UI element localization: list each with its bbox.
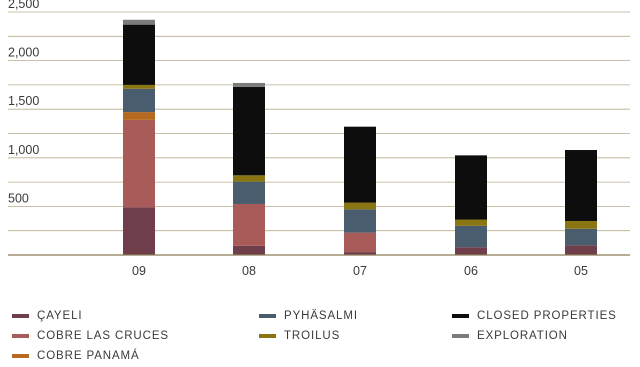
bar-segment [233, 86, 265, 176]
bar-segment [455, 225, 487, 248]
gridlines [8, 11, 630, 232]
legend-item-cayeli: ÇAYELI [12, 308, 82, 324]
bar-segment [123, 88, 155, 113]
legend-swatch-troilus [259, 334, 276, 338]
y-tick-label: 2,000 [8, 46, 39, 60]
axes: 2,500 2,000 1,500 1,000 500 09 08 07 06 05 [8, 0, 630, 278]
bar-segment [344, 252, 376, 255]
bar-segment [233, 82, 265, 87]
bar-segment [123, 84, 155, 89]
bar-segment [233, 245, 265, 255]
legend-label-pyhasalmi: PYHÄSALMI [284, 310, 358, 322]
legend-item-exploration: EXPLORATION [452, 328, 568, 344]
y-tick-label: 1,500 [8, 94, 39, 108]
bar-segment [344, 202, 376, 210]
legend-swatch-exploration [452, 334, 469, 338]
legend-swatch-cobre-panama [12, 354, 29, 358]
x-tick-label: 05 [574, 264, 588, 278]
x-tick-label: 07 [353, 264, 367, 278]
legend-label-cobre-las-cruces: COBRE LAS CRUCES [37, 330, 169, 342]
legend-item-pyhasalmi: PYHÄSALMI [259, 308, 358, 324]
bar-segment [123, 24, 155, 85]
bar-segment [123, 119, 155, 208]
x-tick-label: 06 [464, 264, 478, 278]
legend-item-cobre-las-cruces: COBRE LAS CRUCES [12, 328, 169, 344]
y-tick-label: 1,000 [8, 143, 39, 157]
legend-label-cayeli: ÇAYELI [37, 310, 83, 322]
bar-segment [455, 219, 487, 226]
legend-label-troilus: TROILUS [284, 330, 341, 342]
bar-segment [565, 228, 597, 246]
legend-item-closed-properties: CLOSED PROPERTIES [452, 308, 617, 324]
legend-item-troilus: TROILUS [259, 328, 340, 344]
x-tick-label: 08 [242, 264, 256, 278]
y-tick-label: 500 [8, 191, 29, 205]
bar-segment [233, 203, 265, 246]
legend-label-cobre-panama: COBRE PANAMÁ [37, 350, 140, 362]
legend-swatch-closed-properties [452, 314, 469, 318]
bar-segment [123, 19, 155, 25]
bar-segment [233, 175, 265, 182]
bar-segment [123, 112, 155, 120]
bar-segment [344, 126, 376, 203]
bar-segment [344, 232, 376, 253]
bar-segment [455, 155, 487, 220]
bar-segment [565, 150, 597, 221]
legend-label-closed-properties: CLOSED PROPERTIES [477, 310, 617, 322]
bar-segment [455, 247, 487, 255]
bar-segment [123, 207, 155, 255]
bar-segment [233, 181, 265, 204]
legend-label-exploration: EXPLORATION [477, 330, 568, 342]
legend-swatch-cayeli [12, 314, 29, 318]
bar-segment [565, 220, 597, 229]
x-tick-label: 09 [132, 264, 146, 278]
legend-item-cobre-panama: COBRE PANAMÁ [12, 348, 140, 364]
bar-segment [565, 245, 597, 255]
stacked-bar-chart: 2,500 2,000 1,500 1,000 500 09 08 07 06 05 [8, 0, 630, 278]
legend: ÇAYELI COBRE LAS CRUCES COBRE PANAMÁ PYH… [12, 306, 640, 366]
y-tick-label: 2,500 [8, 0, 39, 11]
legend-swatch-cobre-las-cruces [12, 334, 29, 338]
bar-segment [344, 209, 376, 233]
bar-stacks [123, 19, 597, 255]
legend-swatch-pyhasalmi [259, 314, 276, 318]
